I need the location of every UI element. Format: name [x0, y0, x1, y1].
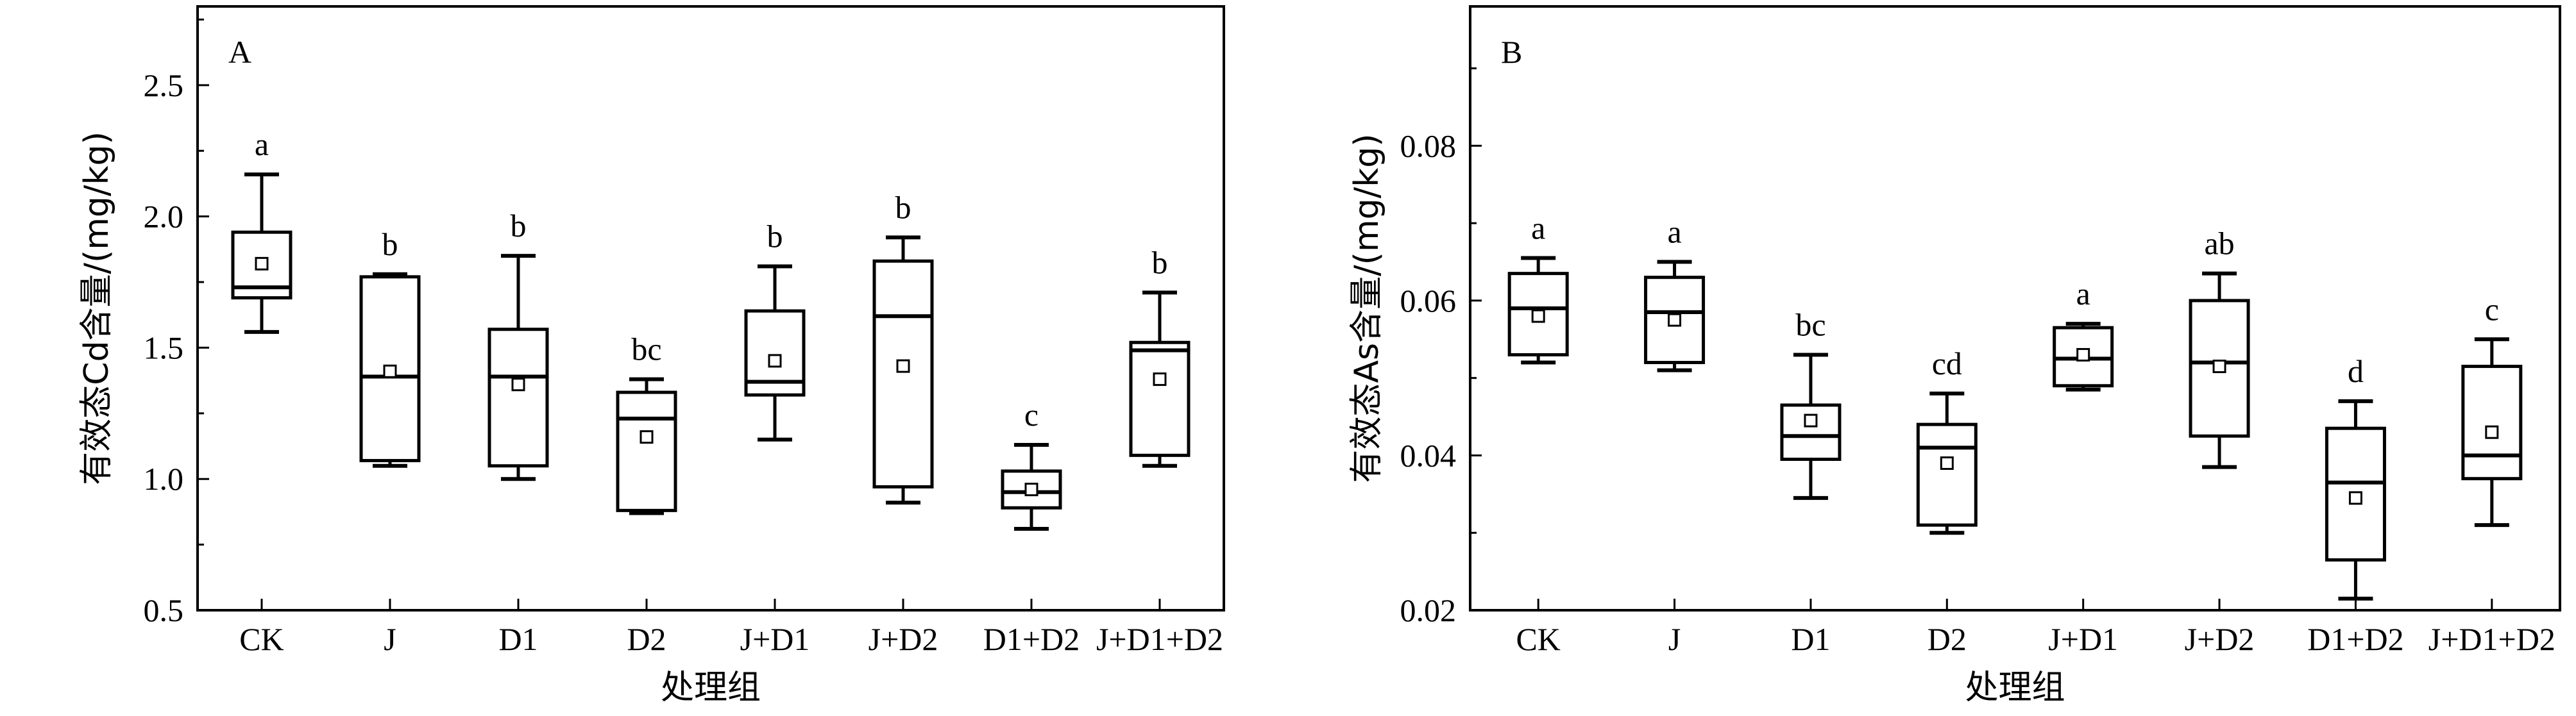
x-tick-label: CK — [1516, 621, 1560, 657]
mean-marker — [511, 378, 525, 392]
significance-label: c — [1024, 397, 1038, 433]
y-tick-label: 0.5 — [144, 592, 184, 628]
box-j-plus-d1-plus-d2 — [1129, 340, 1191, 457]
box-d2 — [1916, 422, 1978, 527]
x-tick-label: D1 — [498, 621, 538, 657]
y-axis-title: 有效态Cd含量/(mg/kg) — [78, 131, 116, 485]
mean-marker — [383, 364, 397, 378]
box-j-plus-d2 — [872, 259, 934, 489]
significance-label: bc — [1795, 306, 1826, 342]
box-j-plus-d1-plus-d2 — [2461, 365, 2523, 481]
significance-label: b — [382, 226, 398, 262]
box-d1 — [1780, 403, 1842, 462]
y-tick-label: 2.5 — [144, 67, 184, 103]
mean-marker — [2212, 360, 2226, 374]
significance-label: a — [2076, 276, 2090, 312]
significance-label: b — [767, 218, 783, 254]
x-tick-label: J+D1 — [740, 621, 810, 657]
mean-marker — [2485, 425, 2499, 439]
significance-label: a — [1531, 210, 1545, 246]
panel-b: B 0.02 0.04 0.06 0.08 有效态As含量/(mg/kg) 处理组 CK a Ja… — [1348, 5, 2561, 707]
x-tick-label: D2 — [627, 621, 666, 657]
x-tick-label: J — [1668, 621, 1681, 657]
x-tick-label: J+D2 — [2185, 621, 2255, 657]
x-tick-label: D1+D2 — [983, 621, 1080, 657]
mean-marker — [1940, 456, 1954, 470]
y-tick-label: 0.08 — [1400, 128, 1457, 163]
x-tick-label: D1+D2 — [2307, 621, 2403, 657]
panel-a: A 0.5 1.0 1.5 2.0 2.5 有效态Cd含量/(mg/kg) 处理组 CK a Jb D… — [78, 5, 1225, 707]
x-axis-title: 处理组 — [1965, 669, 2065, 707]
mean-marker — [640, 430, 654, 444]
significance-label: a — [1667, 214, 1681, 250]
y-tick-label: 1.0 — [144, 461, 184, 497]
mean-marker — [255, 256, 269, 271]
x-tick-label: J+D1+D2 — [2428, 621, 2555, 657]
plot-frame — [1469, 5, 2561, 612]
mean-marker — [1668, 313, 1682, 327]
box-d2 — [616, 390, 677, 512]
mean-marker — [896, 359, 910, 373]
significance-label: d — [2348, 353, 2364, 389]
x-tick-label: J+D1+D2 — [1096, 621, 1223, 657]
x-axis-title: 处理组 — [661, 669, 761, 707]
significance-label: b — [1152, 244, 1168, 280]
significance-label: cd — [1932, 346, 1962, 381]
significance-label: b — [895, 189, 911, 225]
panel-label: A — [228, 34, 251, 70]
y-tick-label: 2.0 — [144, 199, 184, 235]
mean-marker — [1024, 483, 1038, 497]
x-tick-label: J+D2 — [869, 621, 938, 657]
plot-frame — [196, 5, 1225, 612]
mean-marker — [768, 354, 782, 368]
y-tick-label: 1.5 — [144, 329, 184, 365]
y-tick-label: 0.04 — [1400, 437, 1457, 473]
mean-marker — [1804, 413, 1818, 428]
significance-label: b — [511, 208, 527, 244]
significance-label: bc — [631, 331, 661, 367]
mean-marker — [1531, 309, 1545, 323]
mean-marker — [2076, 347, 2090, 362]
x-tick-label: D2 — [1928, 621, 1967, 657]
x-tick-label: J+D1 — [2048, 621, 2118, 657]
mean-marker — [1153, 372, 1167, 387]
y-tick-label: 0.06 — [1400, 283, 1457, 319]
significance-label: ab — [2204, 226, 2234, 262]
x-tick-label: D1 — [1791, 621, 1830, 657]
x-tick-label: J — [384, 621, 396, 657]
x-tick-label: CK — [239, 621, 284, 657]
significance-label: a — [255, 126, 269, 162]
significance-label: c — [2485, 291, 2499, 327]
panel-label: B — [1501, 34, 1522, 70]
box-d1 — [487, 328, 549, 468]
mean-marker — [2348, 491, 2362, 505]
y-tick-label: 0.02 — [1400, 592, 1457, 628]
y-axis-title: 有效态As含量/(mg/kg) — [1348, 133, 1386, 483]
